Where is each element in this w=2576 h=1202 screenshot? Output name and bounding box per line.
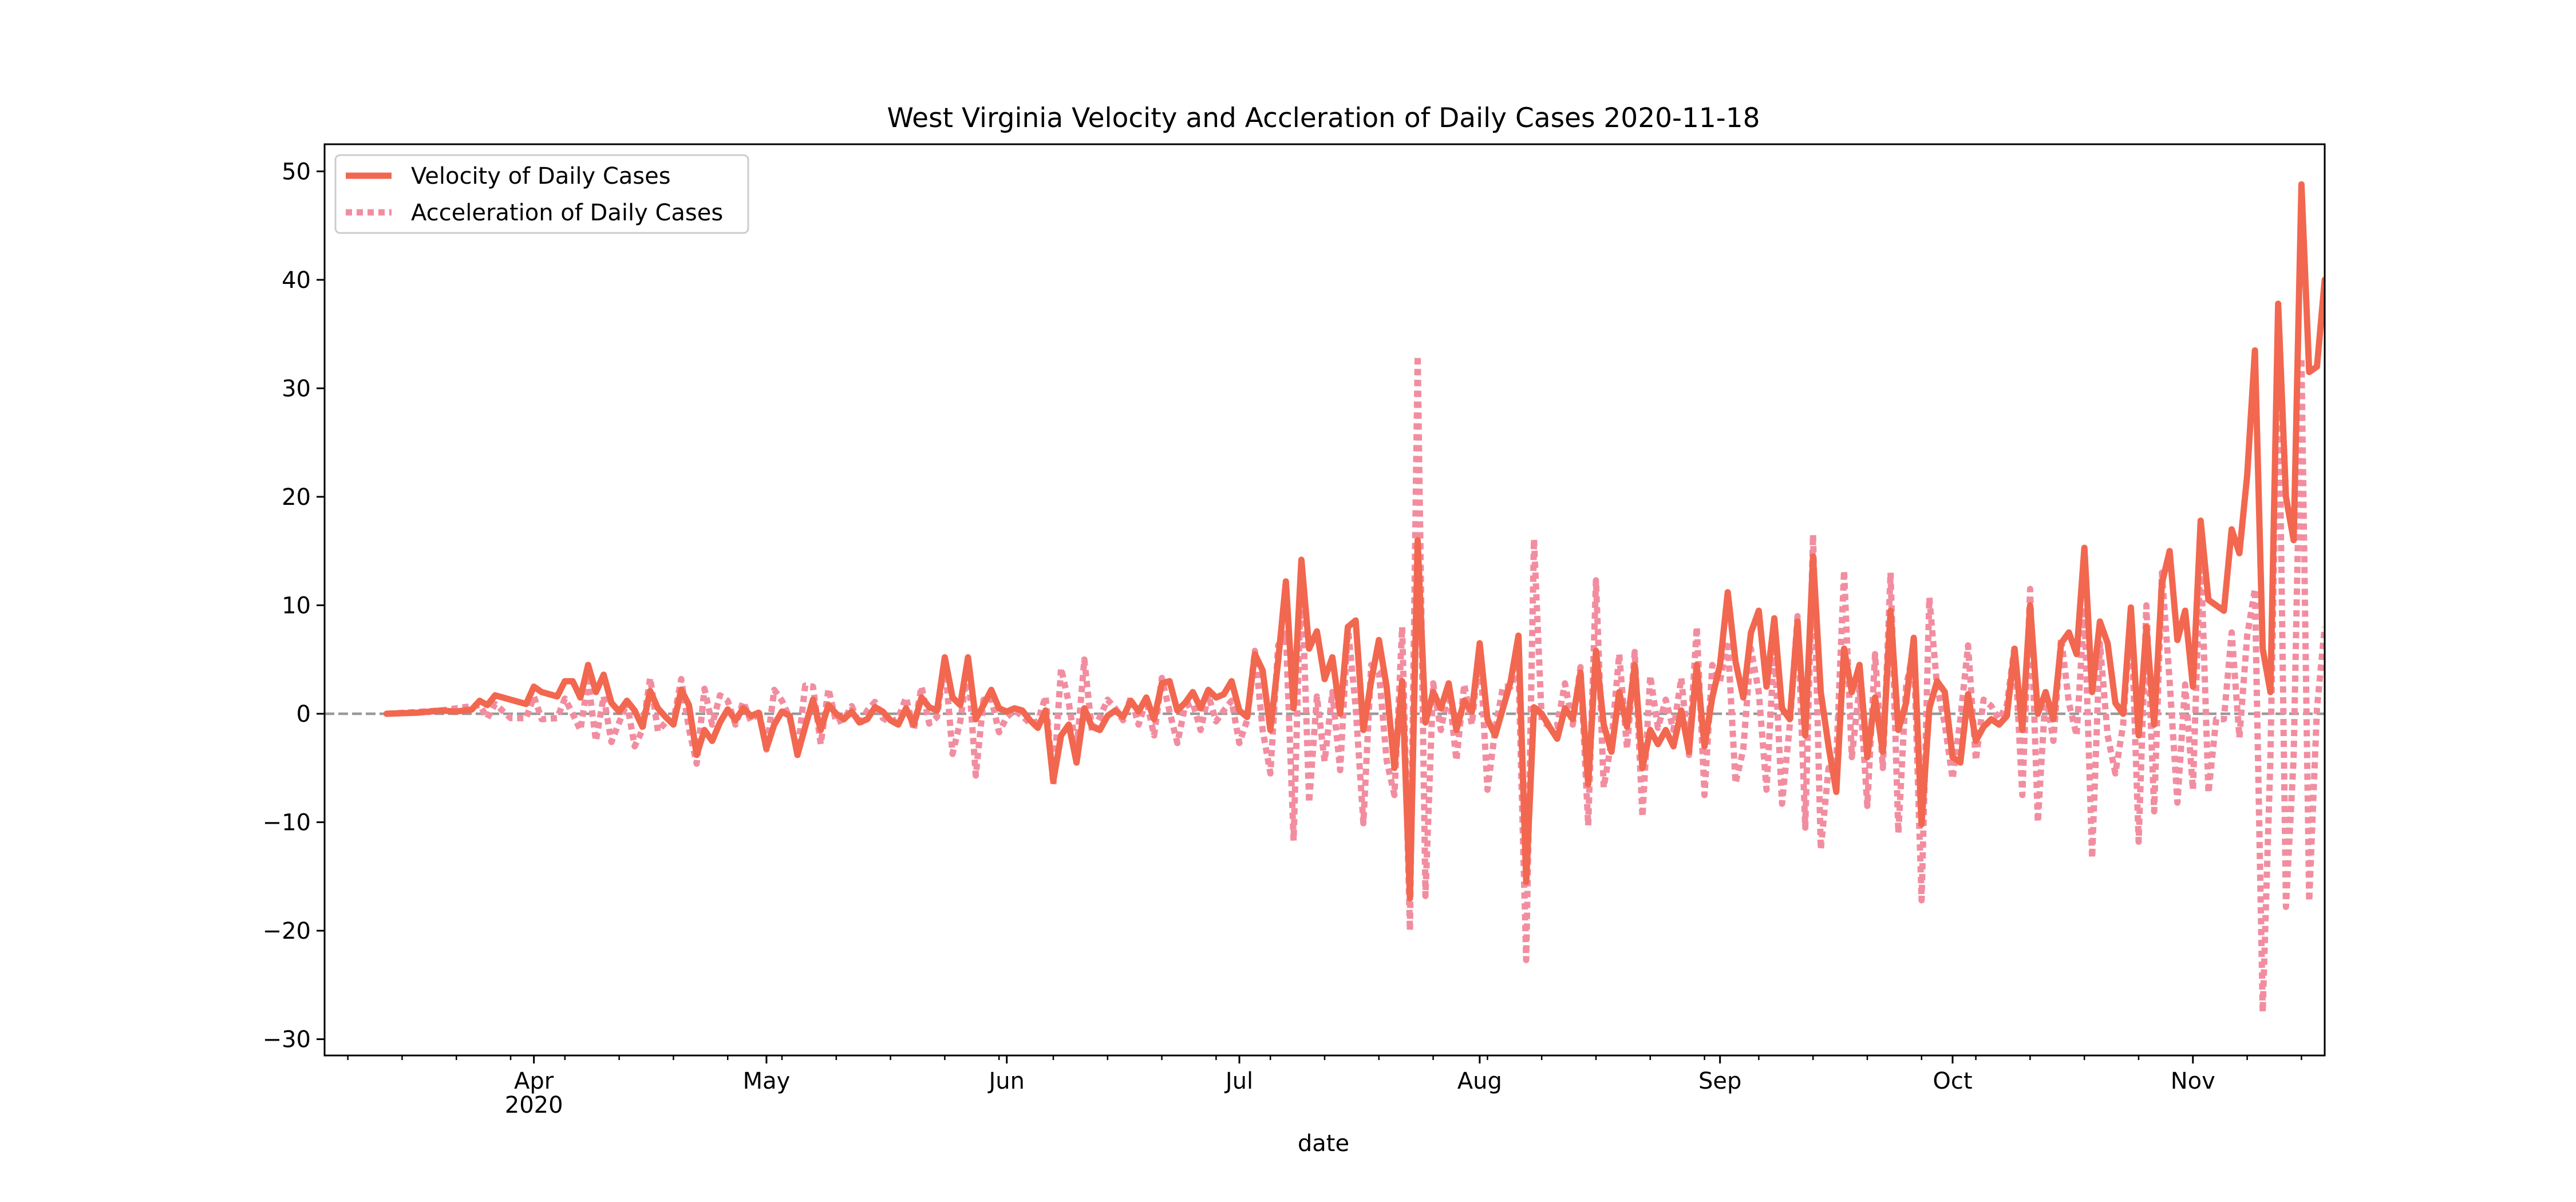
legend-box [334,154,749,234]
x-tick-label: May [743,1068,791,1094]
y-tick-label: −30 [263,1027,311,1053]
y-axis: −30 −20 −10 0 10 20 30 40 50 [263,159,325,1053]
x-tick-label: Nov [2171,1068,2215,1094]
y-tick-label: 0 [297,701,311,727]
legend: Velocity of Daily Cases Acceleration of D… [334,154,749,234]
y-tick-label: 10 [282,592,311,619]
velocity-series-line [383,181,2325,902]
x-tick-year-label: 2020 [505,1092,563,1118]
x-tick-label: Oct [1933,1068,1972,1094]
x-axis-label: date [1298,1130,1349,1157]
x-tick-label: Aug [1457,1068,1502,1094]
x-tick-label: Apr [514,1068,554,1094]
y-tick-label: −20 [263,918,311,944]
y-tick-label: 30 [282,375,311,402]
x-tick-label: Sep [1698,1068,1741,1094]
y-tick-label: 50 [282,159,311,185]
x-tick-label: Jun [987,1068,1025,1094]
y-tick-label: 20 [282,484,311,511]
legend-series-label: Velocity of Daily Cases [411,163,671,189]
y-tick-label: −10 [263,810,311,836]
chart-title: West Virginia Velocity and Accleration o… [887,102,1760,134]
x-tick-label: Jul [1224,1068,1253,1094]
legend-series-label: Acceleration of Daily Cases [411,200,723,226]
y-tick-label: 40 [282,267,311,294]
series-group [383,181,2325,1015]
